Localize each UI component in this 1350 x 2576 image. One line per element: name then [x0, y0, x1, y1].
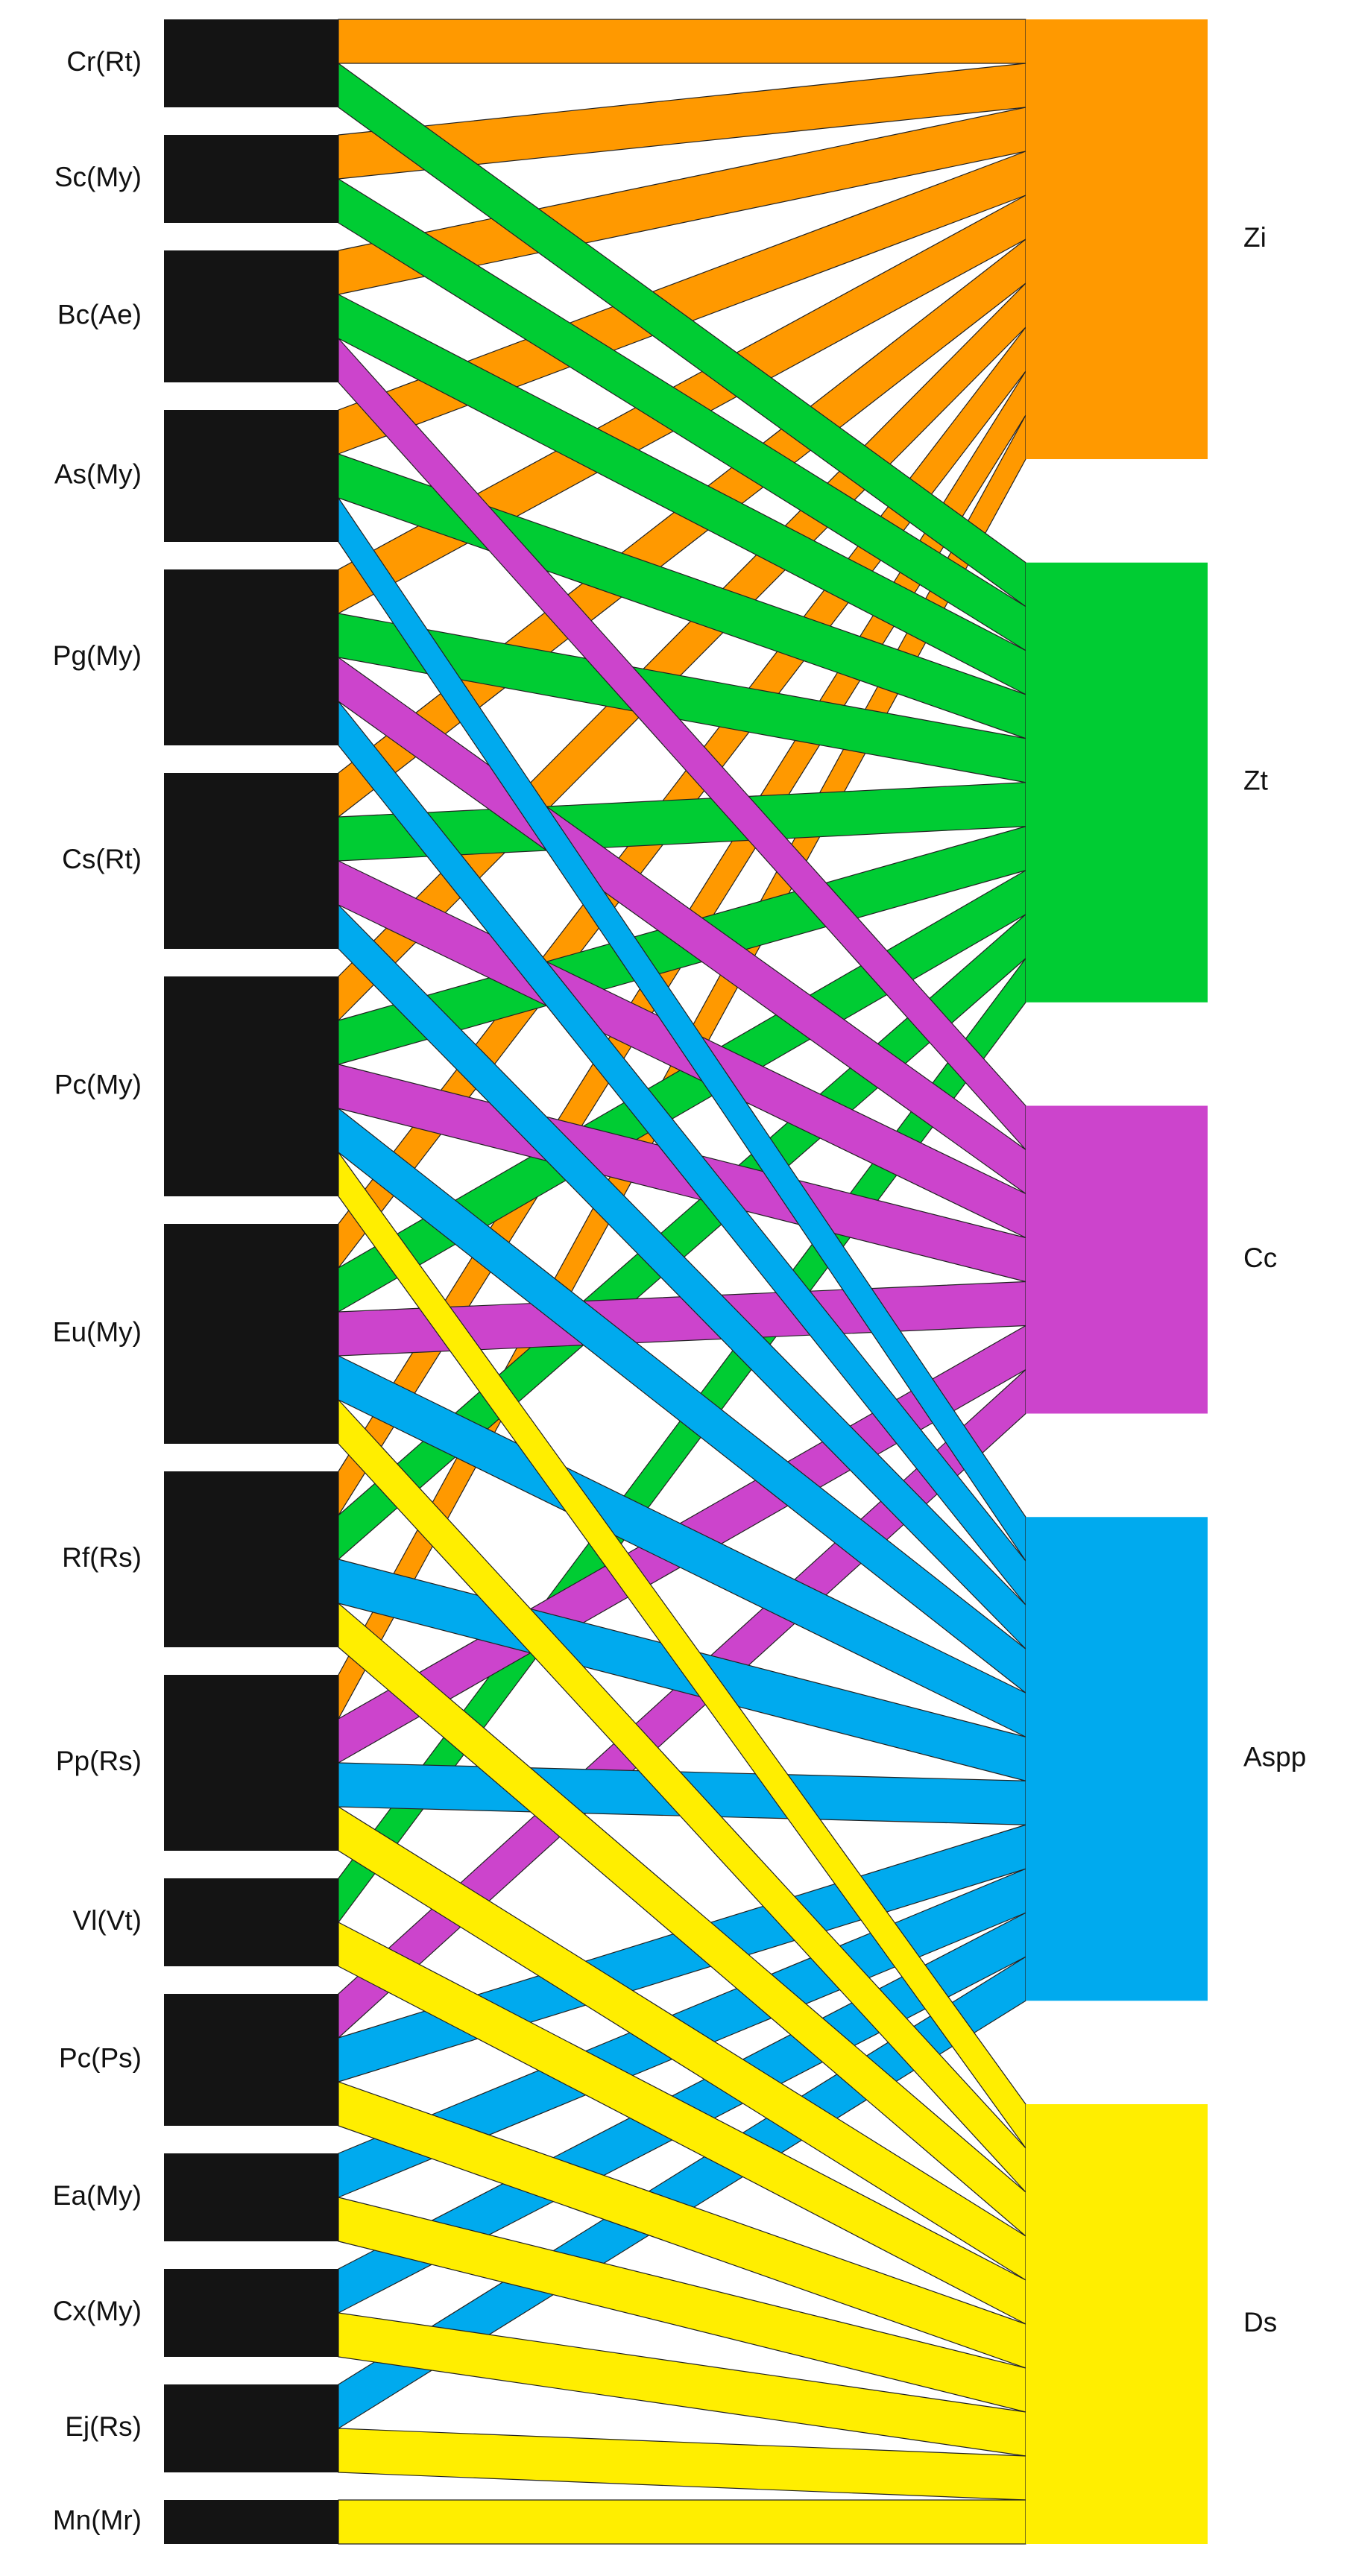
left-node-label: Pc(Ps)	[59, 2042, 142, 2073]
left-node	[164, 2500, 338, 2544]
left-node	[164, 410, 338, 542]
left-node-label: Cs(Rt)	[62, 844, 142, 874]
left-node-label: Pg(My)	[53, 640, 142, 671]
right-node-label: Aspp	[1243, 1742, 1306, 1772]
right-node-label: Ds	[1243, 2307, 1277, 2337]
left-node-label: Ej(Rs)	[65, 2411, 142, 2442]
links	[338, 19, 1026, 2545]
left-node-label: Pp(Rs)	[56, 1746, 142, 1776]
left-node	[164, 135, 338, 223]
right-node	[1026, 19, 1208, 459]
link	[338, 2499, 1026, 2545]
left-node	[164, 976, 338, 1196]
left-node-label: Pc(My)	[54, 1069, 142, 1099]
right-node-label: Zi	[1243, 222, 1267, 253]
right-node	[1026, 1517, 1208, 2001]
left-node-label: Rf(Rs)	[62, 1542, 142, 1573]
left-node	[164, 19, 338, 107]
left-node-label: Sc(My)	[54, 162, 142, 192]
left-node	[164, 2384, 338, 2472]
left-node	[164, 569, 338, 745]
right-node	[1026, 562, 1208, 1003]
left-node	[164, 1471, 338, 1647]
left-node	[164, 773, 338, 949]
right-node	[1026, 2104, 1208, 2544]
right-node-label: Zt	[1243, 765, 1269, 796]
left-node-label: Eu(My)	[53, 1316, 142, 1347]
right-node-label: Cc	[1243, 1243, 1277, 1273]
left-node	[164, 1675, 338, 1851]
link	[338, 19, 1026, 64]
left-node	[164, 1878, 338, 1966]
nodes: Cr(Rt) Sc(My) Bc(Ae) As(My) Pg(My) Cs(Rt) Pc(M…	[53, 19, 1306, 2544]
left-node-label: Cx(My)	[53, 2296, 142, 2326]
left-node	[164, 2269, 338, 2357]
left-node-label: Vl(Vt)	[73, 1905, 142, 1936]
right-node	[1026, 1105, 1208, 1414]
left-node	[164, 250, 338, 382]
left-node-label: Cr(Rt)	[66, 46, 142, 77]
left-node-label: As(My)	[54, 458, 142, 489]
left-node	[164, 2153, 338, 2241]
left-node	[164, 1224, 338, 1444]
left-node-label: Mn(Mr)	[53, 2504, 142, 2535]
left-node	[164, 1994, 338, 2126]
left-node-label: Ea(My)	[53, 2180, 142, 2211]
left-node-label: Bc(Ae)	[57, 299, 142, 329]
